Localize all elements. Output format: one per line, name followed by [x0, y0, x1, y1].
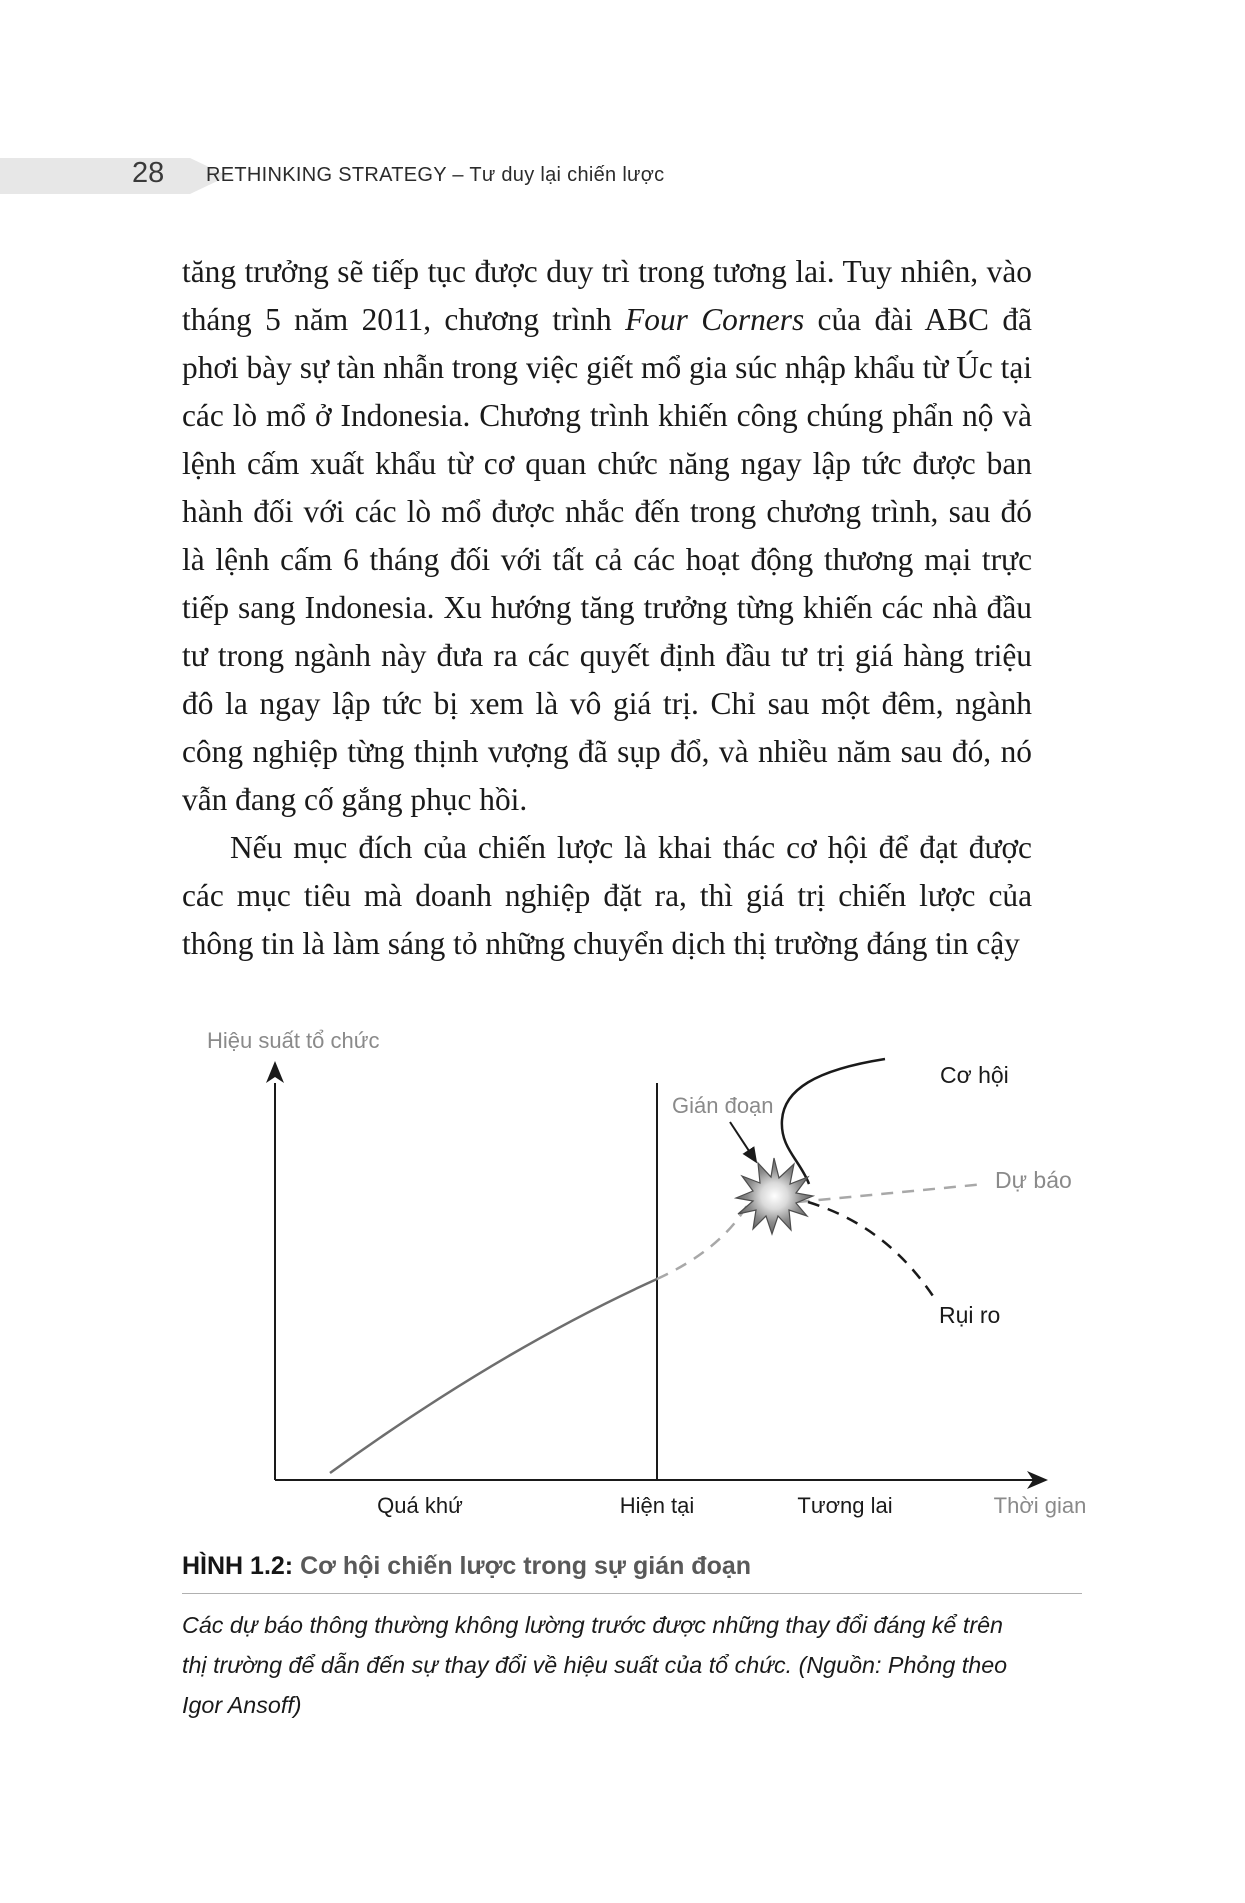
svg-text:Hiện tại: Hiện tại — [620, 1493, 695, 1518]
svg-text:Gián đoạn: Gián đoạn — [672, 1093, 774, 1118]
svg-text:Cơ hội: Cơ hội — [940, 1062, 1009, 1088]
svg-text:Tương lai: Tương lai — [797, 1493, 892, 1518]
svg-text:Quá khứ: Quá khứ — [377, 1493, 463, 1518]
svg-text:Hiệu suất tổ chức: Hiệu suất tổ chức — [207, 1028, 379, 1053]
svg-text:Dự báo: Dự báo — [995, 1167, 1072, 1193]
svg-text:Rụi ro: Rụi ro — [939, 1302, 1000, 1328]
svg-text:Thời gian: Thời gian — [994, 1493, 1087, 1518]
